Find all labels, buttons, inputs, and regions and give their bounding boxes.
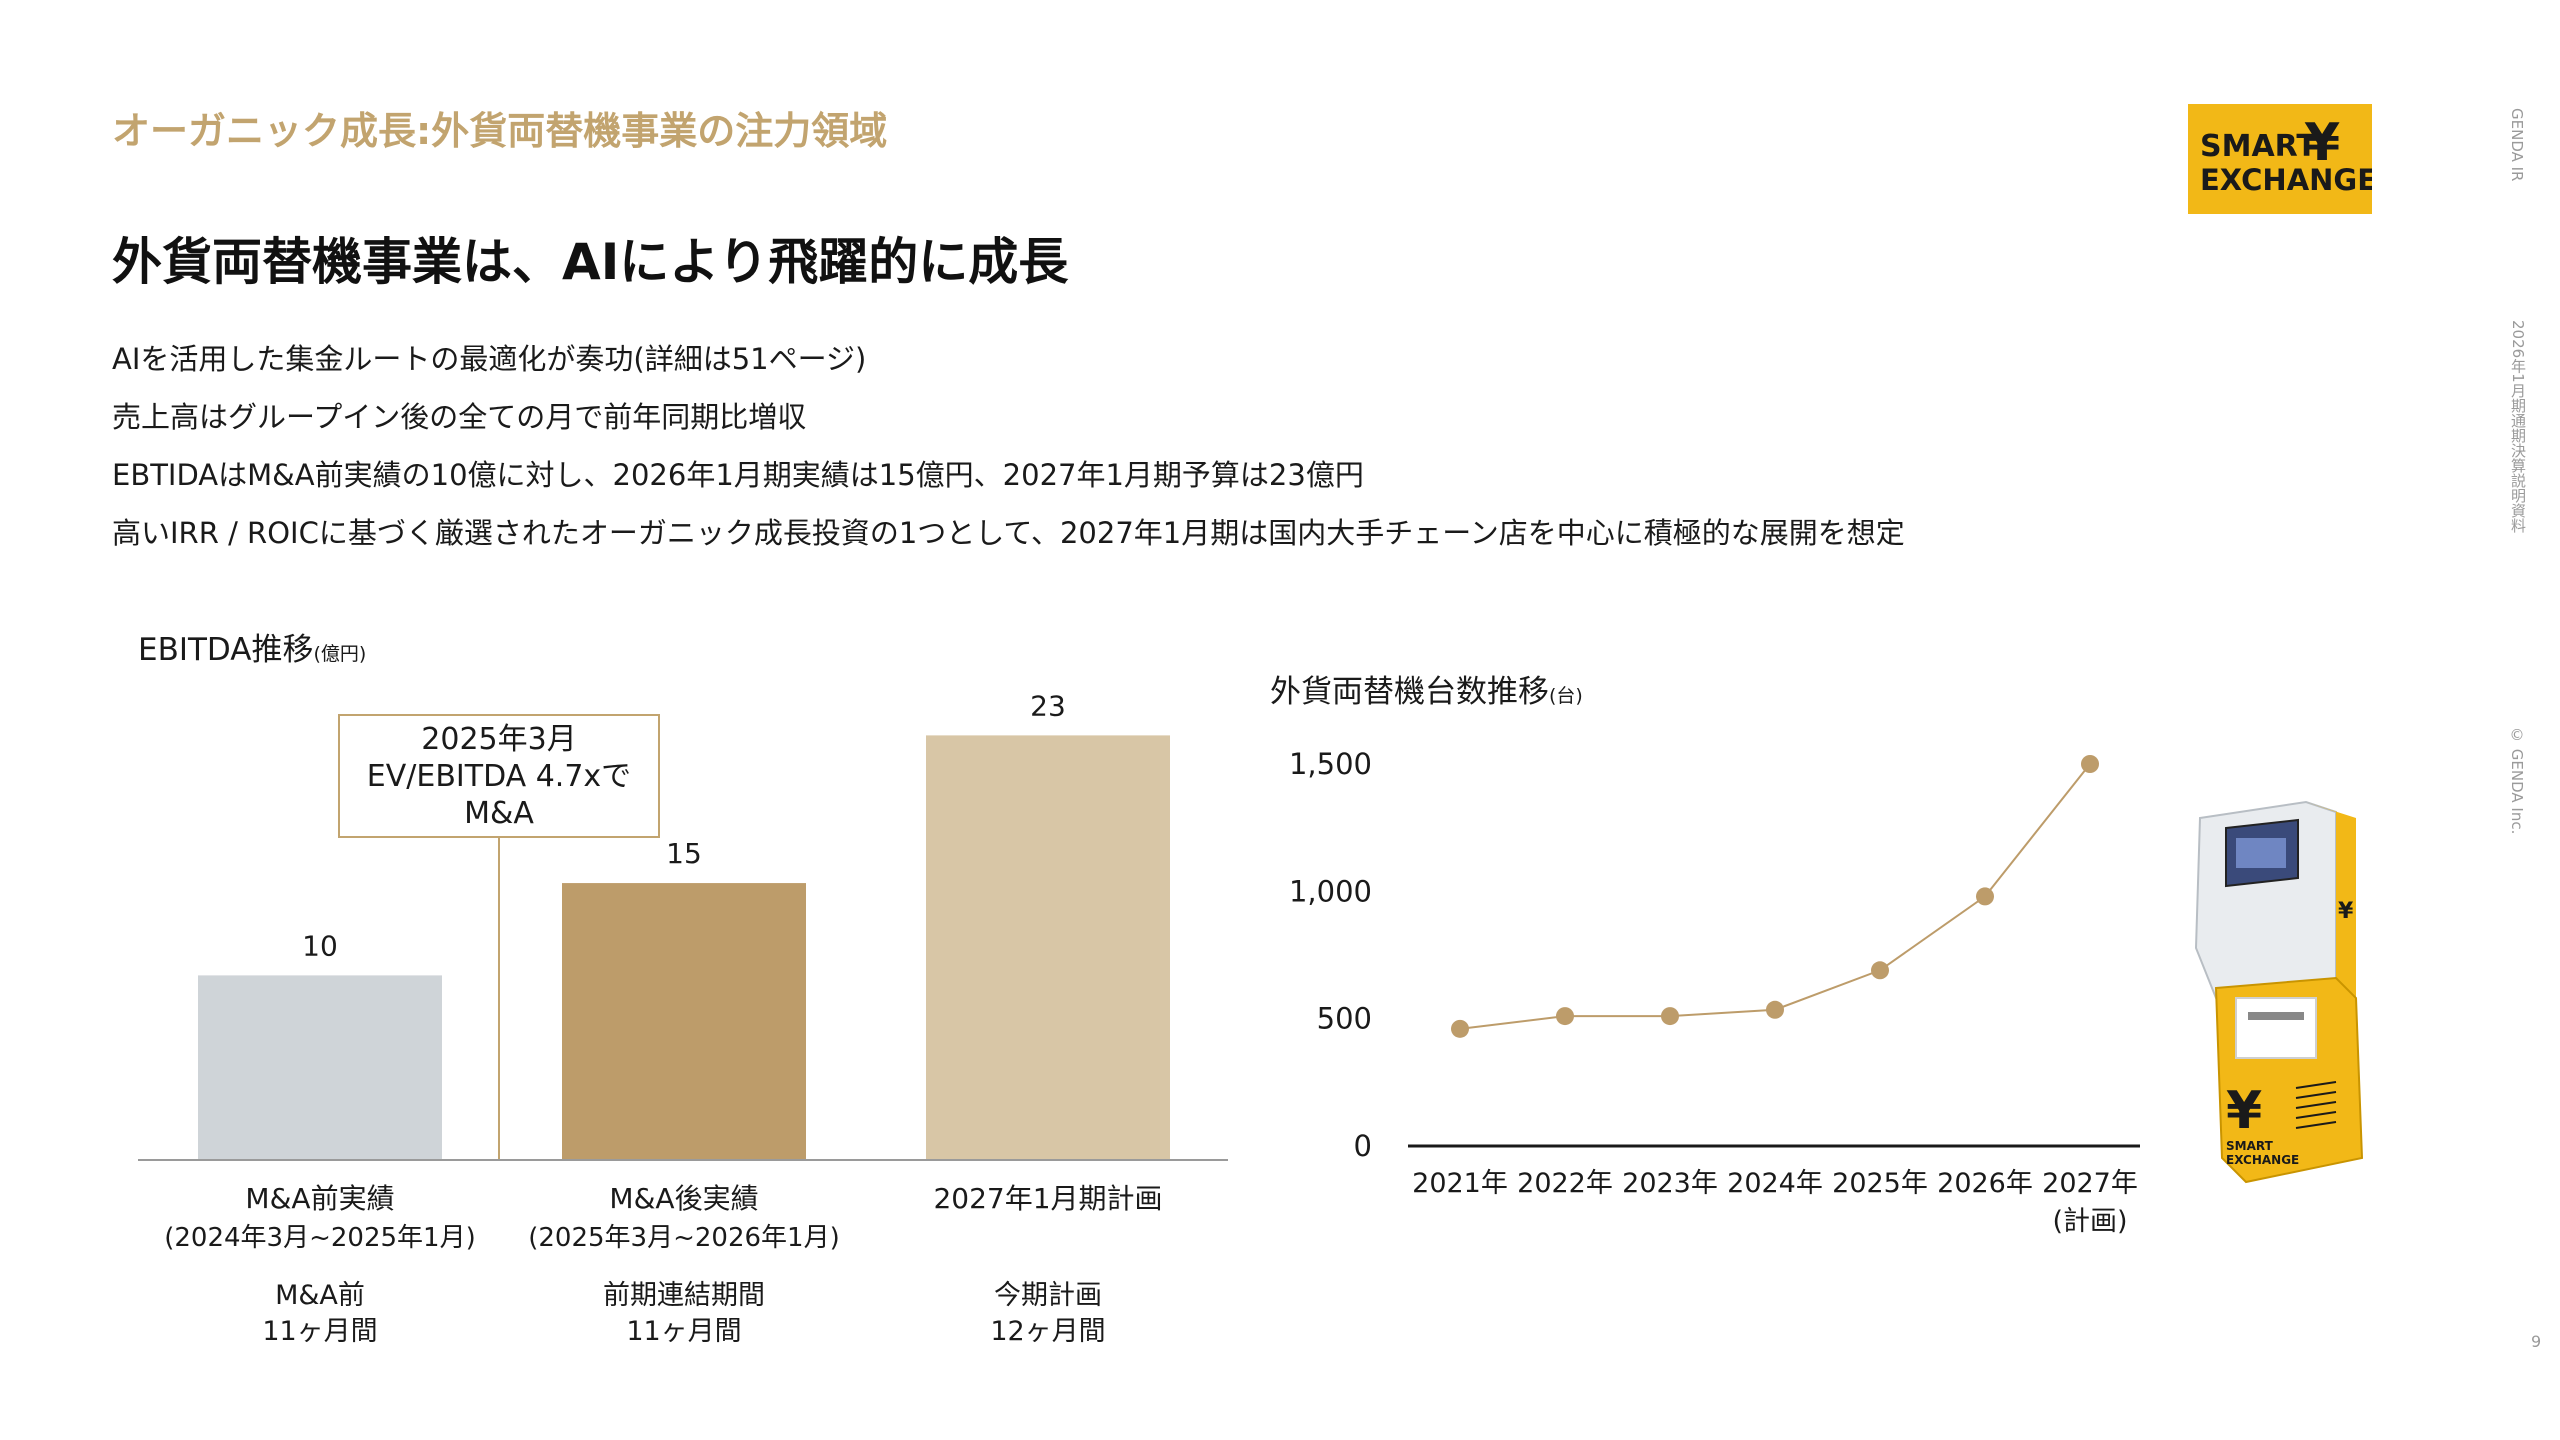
ebitda-category-sublabel: (2024年3月~2025年1月) [164, 1223, 476, 1253]
units-x-tick-label: 2021年 [1412, 1168, 1508, 1199]
callout-line-3: M&A [464, 795, 534, 831]
units-x-tick-label: 2027年 [2042, 1168, 2138, 1199]
copyright-label: © GENDA Inc. [2508, 726, 2526, 835]
ebitda-bar-value-label: 23 [1030, 689, 1066, 722]
smart-exchange-logo: SMART ¥ EXCHANGE. [2188, 104, 2388, 214]
units-data-point [1871, 961, 1889, 980]
units-data-point [1661, 1007, 1679, 1026]
units-data-point [2081, 755, 2099, 773]
ebitda-months-label: 11ヶ月間 [262, 1316, 377, 1347]
ebitda-period-label: 今期計画 [994, 1280, 1102, 1311]
units-chart-title-text: 外貨両替機台数推移 [1270, 674, 1549, 710]
callout-line-2: EV/EBITDA 4.7xで [366, 758, 632, 794]
units-x-tick-label: 2025年 [1832, 1168, 1928, 1199]
units-y-tick-label: 0 [1354, 1129, 1372, 1163]
logo-text-smart: SMART [2200, 129, 2317, 164]
page-title: 外貨両替機事業は、AIにより飛躍的に成長 [112, 233, 1069, 291]
ebitda-bar [198, 975, 442, 1160]
ebitda-category-label: M&A後実績 [609, 1182, 758, 1215]
ebitda-bar [926, 735, 1170, 1160]
ebitda-chart-title: EBITDA推移(億円) [138, 624, 366, 669]
bullet-item: AIを活用した集金ルートの最適化が奏功(詳細は51ページ) [112, 342, 867, 376]
kiosk-text-1: SMART [2226, 1139, 2274, 1153]
ma-callout-box: 2025年3月 EV/EBITDA 4.7xで M&A [338, 714, 660, 838]
units-y-tick-label: 1,500 [1289, 747, 1372, 781]
ebitda-bar [562, 883, 806, 1160]
page-number: 9 [2531, 1332, 2542, 1351]
svg-text:¥: ¥ [2338, 899, 2354, 924]
bullet-item: 売上高はグループイン後の全ての月で前年同期比増収 [112, 400, 807, 434]
bullet-item: 高いIRR / ROICに基づく厳選されたオーガニック成長投資の1つとして、20… [112, 516, 1905, 550]
ebitda-bar-chart: 10 M&A前実績 (2024年3月~2025年1月) M&A前 11ヶ月間 15 M&A後… [138, 689, 1228, 1347]
units-x-tick-label: 2022年 [1517, 1168, 1613, 1199]
ebitda-chart-title-text: EBITDA推移 [138, 632, 314, 668]
ebitda-months-label: 11ヶ月間 [626, 1316, 741, 1347]
units-data-point [1766, 1000, 1784, 1019]
units-data-point [1976, 887, 1994, 906]
callout-line-1: 2025年3月 [421, 721, 577, 757]
bullet-item: EBTIDAはM&A前実績の10億に対し、2026年1月期実績は15億円、202… [112, 458, 1364, 492]
kiosk-text-2: EXCHANGE [2226, 1153, 2299, 1167]
section-title: オーガニック成長:外貨両替機事業の注力領域 [112, 109, 888, 153]
ebitda-chart-unit: (億円) [313, 643, 367, 665]
currency-exchange-kiosk-image: ¥ ¥ SMART EXCHANGE [2186, 798, 2372, 1188]
kiosk-yen: ¥ [2226, 1081, 2262, 1141]
ebitda-category-label: 2027年1月期計画 [933, 1182, 1162, 1215]
units-line-chart: 0 500 1,000 1,500 2021年 2022年 2023年 2024年 2025年… [1289, 747, 2140, 1237]
units-y-tick-label: 500 [1317, 1002, 1372, 1036]
units-data-point [1451, 1019, 1469, 1038]
bullet-list: AIを活用した集金ルートの最適化が奏功(詳細は51ページ) 売上高はグループイン… [112, 330, 1905, 562]
ebitda-period-label: M&A前 [275, 1280, 365, 1311]
units-data-point [1556, 1007, 1574, 1026]
ebitda-bar-value-label: 10 [302, 929, 338, 962]
ebitda-bar-value-label: 15 [666, 837, 702, 870]
units-chart-unit: (台) [1549, 685, 1583, 707]
units-x-tick-sublabel: (計画) [2052, 1206, 2127, 1237]
logo-text-exchange: EXCHANGE. [2200, 163, 2372, 197]
units-chart-title: 外貨両替機台数推移(台) [1270, 666, 1583, 711]
brand-label: GENDA IR [2508, 108, 2526, 182]
ebitda-months-label: 12ヶ月間 [990, 1316, 1105, 1347]
ebitda-category-label: M&A前実績 [245, 1182, 394, 1215]
units-series-line [1459, 763, 2091, 1030]
units-y-tick-label: 1,000 [1289, 874, 1372, 908]
ebitda-period-label: 前期連結期間 [603, 1280, 765, 1311]
units-x-tick-label: 2023年 [1622, 1168, 1718, 1199]
ebitda-category-sublabel: (2025年3月~2026年1月) [528, 1223, 840, 1253]
units-x-tick-label: 2026年 [1937, 1168, 2033, 1199]
document-label: 2026年1月期通期決算説明資料 [2509, 320, 2527, 533]
units-x-tick-label: 2024年 [1727, 1168, 1823, 1199]
logo-yen-symbol: ¥ [2304, 113, 2340, 173]
